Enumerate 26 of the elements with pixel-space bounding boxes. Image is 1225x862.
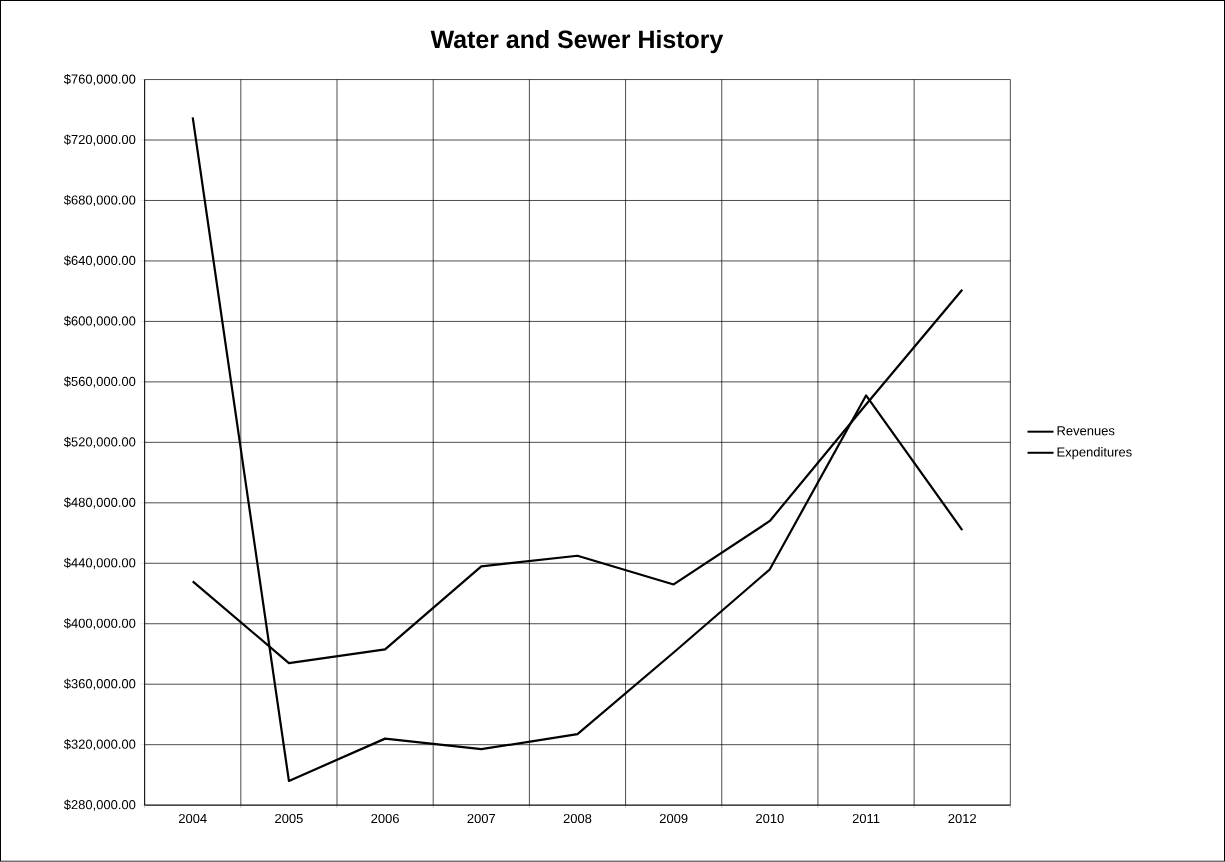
y-tick-label: $560,000.00 [63, 376, 136, 388]
x-tick-label: 2011 [852, 814, 880, 824]
y-tick-label: $680,000.00 [63, 195, 136, 207]
x-tick-label: 2007 [467, 814, 496, 824]
x-tick-label: 2006 [371, 814, 399, 824]
y-tick-label: $520,000.00 [63, 436, 136, 449]
x-tick-label: 2012 [948, 814, 976, 824]
legend-label: Expenditures [1057, 447, 1132, 460]
x-tick-label: 2009 [659, 814, 688, 824]
y-tick-label: $640,000.00 [63, 255, 136, 267]
x-tick-label: 2010 [756, 814, 784, 824]
y-tick-label: $400,000.00 [63, 618, 136, 630]
y-tick-label: $320,000.00 [63, 739, 136, 751]
line-series [191, 116, 964, 783]
x-tick-label: 2008 [563, 814, 592, 824]
y-tick-label: $600,000.00 [63, 315, 136, 328]
x-tick-label: 2005 [275, 814, 303, 824]
y-tick-label: $760,000.00 [63, 74, 136, 86]
y-tick-label: $440,000.00 [63, 557, 136, 570]
y-tick-label: $280,000.00 [63, 799, 136, 811]
y-tick-label: $720,000.00 [63, 134, 136, 146]
y-tick-label: $480,000.00 [63, 497, 136, 509]
chart-title: Water and Sewer History [430, 30, 724, 54]
y-tick-label: $360,000.00 [63, 678, 136, 690]
x-tick-label: 2004 [178, 814, 207, 824]
legend-label: Revenues [1057, 426, 1115, 436]
